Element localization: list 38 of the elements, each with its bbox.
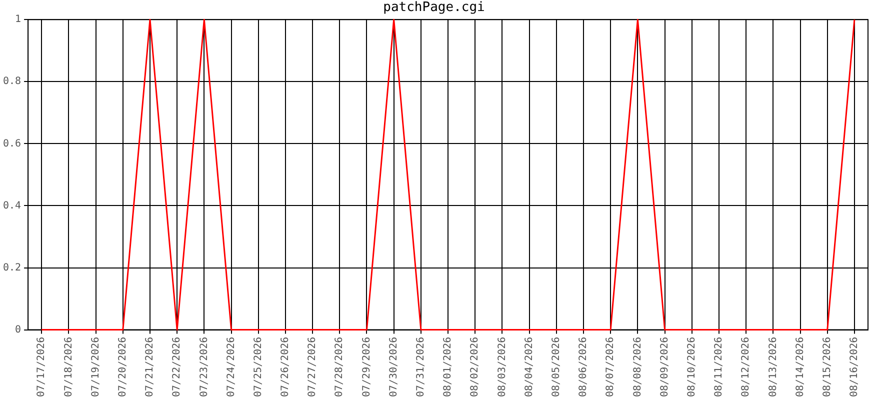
chart-title: patchPage.cgi	[383, 0, 485, 16]
x-tick-label: 07/20/2026	[117, 336, 128, 398]
y-tick-label: 0.4	[3, 200, 22, 212]
x-tick-label: 07/22/2026	[172, 336, 183, 398]
x-tick-label: 08/10/2026	[686, 336, 698, 398]
x-tick-label: 08/06/2026	[578, 336, 590, 398]
x-tick-label: 07/29/2026	[361, 336, 372, 398]
x-tick-label: 08/01/2026	[442, 336, 454, 398]
x-tick-label: 07/18/2026	[63, 336, 74, 398]
x-tick-label: 08/12/2026	[740, 336, 752, 398]
x-tick-label: 08/07/2026	[605, 336, 616, 398]
x-tick-label: 07/19/2026	[90, 336, 102, 398]
x-tick-label: 08/15/2026	[822, 336, 833, 398]
x-tick-label: 07/30/2026	[388, 336, 400, 398]
x-tick-label: 08/08/2026	[632, 336, 644, 398]
x-tick-label: 08/11/2026	[714, 336, 725, 398]
x-tick-label: 08/09/2026	[659, 336, 670, 398]
x-tick-label: 08/04/2026	[524, 336, 535, 398]
x-tick-label: 07/24/2026	[226, 336, 237, 398]
x-tick-label: 07/25/2026	[252, 336, 264, 398]
y-tick-label: 0.2	[3, 262, 22, 274]
x-tick-label: 08/03/2026	[496, 336, 508, 398]
x-tick-label: 07/28/2026	[334, 336, 346, 398]
x-tick-label: 08/13/2026	[768, 336, 779, 398]
x-tick-label: 07/26/2026	[280, 336, 292, 398]
x-tick-label: 07/17/2026	[36, 336, 48, 398]
x-tick-label: 08/02/2026	[470, 336, 481, 398]
y-tick-label: 0	[15, 324, 22, 336]
x-tick-label: 08/14/2026	[794, 336, 806, 398]
x-tick-label: 08/05/2026	[551, 336, 562, 398]
y-tick-label: 0.6	[3, 138, 22, 150]
x-tick-label: 07/31/2026	[416, 336, 427, 398]
x-tick-label: 07/21/2026	[144, 336, 156, 398]
x-tick-label: 08/16/2026	[849, 336, 860, 398]
x-tick-label: 07/27/2026	[307, 336, 318, 398]
y-tick-label: 1	[15, 14, 22, 26]
x-tick-label: 07/23/2026	[198, 336, 210, 398]
y-tick-label: 0.8	[3, 76, 22, 88]
